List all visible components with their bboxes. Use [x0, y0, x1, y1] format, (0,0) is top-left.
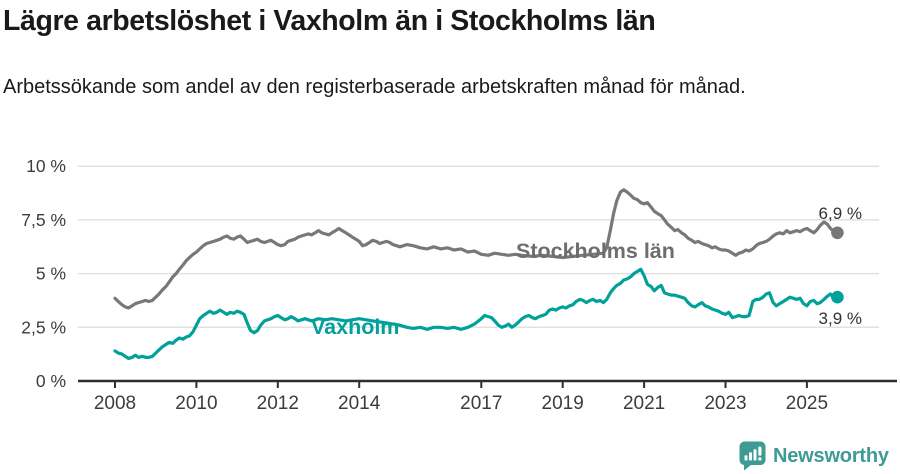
newsworthy-wordmark: Newsworthy [773, 444, 889, 467]
x-tick-label: 2019 [542, 393, 584, 414]
gridlines: 0 % 2,5 % 5 % 7,5 % 10 % [21, 156, 897, 391]
x-tick-label: 2014 [338, 393, 381, 414]
end-value-label-stockholms-lan: 6,9 % [819, 204, 862, 223]
x-tick-label: 2012 [257, 393, 299, 414]
series-lines [113, 188, 844, 360]
x-tick-label: 2017 [460, 393, 502, 414]
series-end-dot [831, 226, 844, 240]
chart-annotations: Stockholms län Vaxholm 6,9 % 3,9 % [311, 204, 862, 339]
x-tick-label: 2023 [704, 393, 746, 414]
series-label-vaxholm: Vaxholm [311, 315, 399, 339]
y-tick-label: 2,5 % [21, 317, 66, 337]
y-tick-label: 5 % [36, 264, 66, 284]
x-axis: 2008 2010 2012 2014 2017 2019 2021 2023 2025 [94, 381, 828, 414]
series-end-dot [831, 290, 844, 304]
x-tick-label: 2010 [175, 393, 217, 414]
newsworthy-icon [739, 441, 766, 471]
page-title: Lägre arbetslöshet i Vaxholm än i Stockh… [3, 5, 656, 37]
x-tick-label: 2021 [623, 393, 665, 414]
x-tick-label: 2025 [786, 393, 828, 414]
series-label-stockholms-lan: Stockholms län [516, 239, 675, 263]
y-tick-label: 7,5 % [21, 210, 66, 230]
y-tick-label: 0 % [36, 371, 66, 391]
series-line-stockholms-l-n [113, 188, 840, 310]
x-tick-label: 2008 [94, 393, 136, 414]
chart-subtitle: Arbetssökande som andel av den registerb… [3, 76, 746, 98]
newsworthy-logo[interactable]: Newsworthy [739, 440, 889, 472]
y-tick-label: 10 % [26, 156, 66, 176]
series-line-vaxholm [113, 267, 840, 360]
end-value-label-vaxholm: 3,9 % [819, 309, 862, 328]
